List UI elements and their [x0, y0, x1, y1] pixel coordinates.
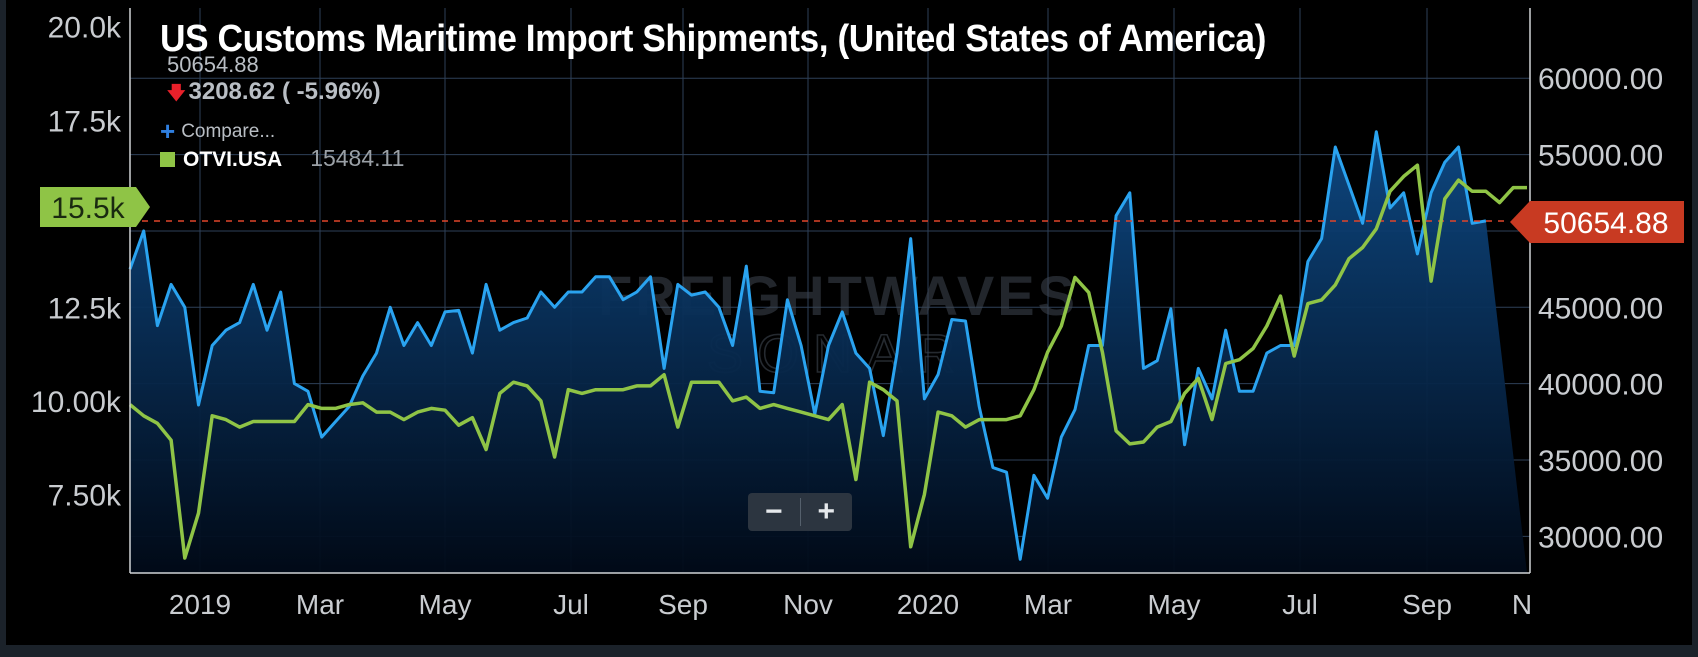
right-value-tag [1510, 201, 1684, 243]
zoom-controls: − + [748, 493, 852, 531]
x-tick-label: May [1148, 589, 1201, 620]
series-line-green [128, 163, 1527, 560]
right-value-tag-label: 50654.88 [1543, 207, 1668, 240]
left-value-tag [40, 187, 150, 227]
zoom-out-button[interactable]: − [764, 495, 783, 528]
zoom-in-button[interactable]: + [817, 495, 836, 528]
zoom-divider [799, 498, 801, 526]
x-tick-label: Mar [1024, 589, 1072, 620]
last-price: 50654.88 [167, 52, 259, 77]
x-tick-label: Sep [1402, 589, 1452, 620]
series-layer [128, 130, 1527, 573]
legend-series-value: 15484.11 [310, 145, 405, 171]
left-tick-label: 20.0k [48, 12, 122, 45]
price-change: 🡇 3208.62 ( -5.96%) [167, 78, 381, 111]
axes: 2019 Mar May Jul Sep Nov 2020 Mar May Jul Sep N 7.50… [31, 8, 1663, 620]
right-tick-label: 40000.00 [1538, 369, 1663, 402]
right-tick-label: 60000.00 [1538, 63, 1663, 96]
chart-title: US Customs Maritime Import Shipments, (U… [160, 18, 1266, 60]
right-tick-label: 35000.00 [1538, 445, 1663, 478]
x-tick-label: N [1512, 589, 1532, 620]
value-tags: 15.5k 50654.88 [40, 187, 1684, 243]
series-line-blue [128, 130, 1487, 561]
x-tick-label: Jul [1282, 589, 1318, 620]
x-tick-label: Sep [658, 589, 708, 620]
price-change-text: 3208.62 ( -5.96%) [188, 78, 381, 105]
compare-label: Compare... [181, 121, 276, 142]
plus-icon: + [160, 116, 176, 146]
left-tick-label: 7.50k [48, 479, 122, 512]
x-tick-label: 2020 [897, 589, 959, 620]
left-tick-label: 12.5k [48, 292, 122, 325]
x-tick-label: Mar [296, 589, 344, 620]
x-tick-label: Jul [553, 589, 589, 620]
right-tick-label: 55000.00 [1538, 140, 1663, 173]
legend-swatch [160, 152, 175, 167]
left-value-tag-label: 15.5k [51, 192, 125, 225]
legend-series[interactable]: OTVI.USA 15484.11 [160, 145, 404, 172]
right-tick-label: 45000.00 [1538, 292, 1663, 325]
legend-series-name: OTVI.USA [183, 148, 283, 171]
right-tick-label: 30000.00 [1538, 521, 1663, 554]
down-arrow-icon: 🡇 [167, 83, 186, 103]
x-tick-label: May [419, 589, 472, 620]
left-tick-label: 10.00k [31, 386, 122, 419]
watermark-line-1: FREIGHTWAVES [598, 264, 1078, 327]
compare-button[interactable]: + Compare... [160, 116, 275, 147]
left-tick-label: 17.5k [48, 105, 122, 138]
x-tick-label: 2019 [169, 589, 231, 620]
x-tick-label: Nov [783, 589, 833, 620]
